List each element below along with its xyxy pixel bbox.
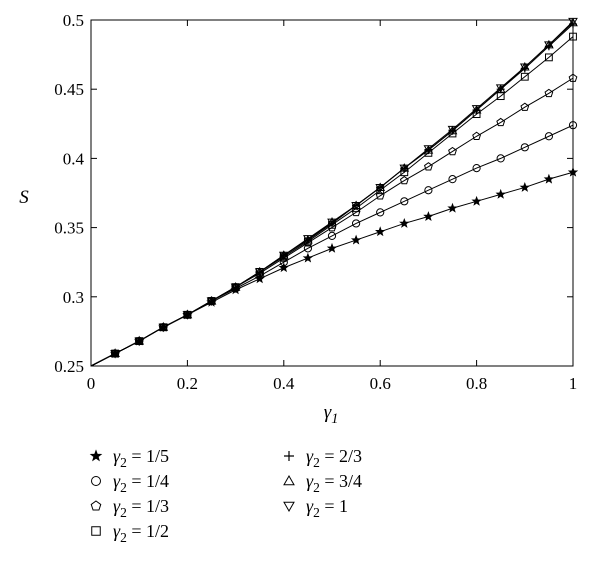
data-point-7 [375,183,386,193]
data-point-3 [448,146,457,156]
data-point-2 [376,208,385,217]
data-point-2 [472,163,481,173]
legend-entry: γ2 = 1/3 [113,496,169,520]
data-point-7 [544,41,554,50]
data-point-2 [520,143,529,152]
data-point-2 [544,132,554,141]
y-tick-label: 0.35 [54,219,84,238]
y-tick-label: 0.5 [63,11,84,30]
data-point-1 [519,181,530,192]
legend-entry: γ2 = 1 [306,496,348,520]
x-tick-label: 0.8 [466,374,487,393]
legend-marker [90,500,102,511]
series-line-1 [90,171,574,367]
legend-marker [283,501,295,513]
data-point-2 [352,219,361,228]
data-point-7 [471,105,482,114]
data-point-7 [519,63,530,73]
y-axis-label: S [19,187,29,208]
data-point-7 [495,84,506,93]
legend-marker [91,476,101,486]
data-point-2 [496,154,505,163]
data-point-7 [206,297,217,306]
data-point-2 [568,121,578,130]
data-point-1 [471,195,482,206]
data-point-1 [423,211,434,221]
data-point-7 [327,218,337,228]
x-tick-label: 0 [87,374,96,393]
data-point-4 [520,72,529,81]
data-point-4 [545,53,553,62]
y-tick-label: 0.45 [54,80,84,99]
plot-frame [90,19,574,367]
data-point-7 [278,251,289,261]
data-point-7 [303,235,313,244]
legend-entry: γ2 = 1/4 [113,471,169,495]
legend-entry: γ2 = 2/3 [306,446,362,470]
legend-marker [91,526,101,536]
data-point-7 [447,125,458,135]
data-point-3 [520,102,530,111]
data-point-1 [302,252,314,263]
data-point-2 [400,197,409,206]
x-tick-label: 0.6 [370,374,391,393]
data-point-7 [110,350,120,359]
data-point-1 [543,173,555,184]
legend-marker [284,451,294,461]
data-point-4 [569,32,577,41]
data-point-1 [495,188,506,199]
data-point-1 [278,262,289,273]
data-point-7 [568,17,578,27]
legend-entry: γ2 = 3/4 [306,471,362,495]
y-tick-label: 0.4 [63,149,85,168]
data-point-2 [424,186,433,195]
legend-entry: γ2 = 1/2 [113,521,169,545]
data-point-3 [472,131,481,140]
data-point-7 [158,323,169,333]
data-point-7 [134,337,145,347]
data-point-7 [399,164,410,174]
data-point-1 [350,234,362,245]
data-point-3 [399,175,409,185]
legend-entry: γ2 = 1/5 [113,446,169,470]
data-point-3 [568,73,578,82]
data-point-7 [182,311,193,320]
data-point-1 [326,242,338,253]
data-point-7 [423,145,434,154]
x-tick-label: 1 [569,374,578,393]
data-point-2 [327,231,337,241]
x-tick-label: 0.2 [177,374,198,393]
data-point-7 [351,201,361,211]
data-point-3 [424,162,433,171]
data-point-3 [544,88,554,98]
data-point-3 [496,117,506,127]
legend-marker [89,449,103,462]
y-tick-label: 0.25 [54,357,84,376]
data-point-7 [230,283,241,293]
data-point-7 [254,268,265,277]
legend-marker [283,474,295,486]
data-point-1 [447,202,458,213]
data-point-1 [399,217,410,228]
data-point-1 [375,226,386,237]
data-point-2 [448,175,457,184]
x-axis-label: γ1 [324,402,339,427]
y-tick-label: 0.3 [63,288,84,307]
x-tick-label: 0.4 [273,374,295,393]
legend: γ2 = 1/5γ2 = 1/4γ2 = 1/3γ2 = 1/2 γ2 = 2/3… [89,446,362,545]
data-point-1 [567,166,579,177]
